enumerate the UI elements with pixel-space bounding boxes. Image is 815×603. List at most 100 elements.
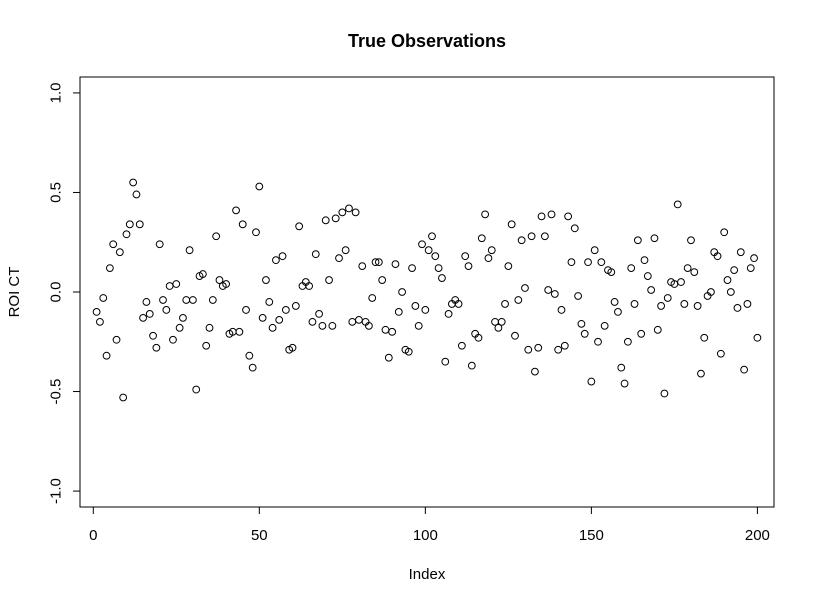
data-point — [620, 379, 629, 388]
x-tick-label: 50 — [251, 527, 268, 544]
data-point — [746, 264, 755, 273]
data-point — [647, 286, 656, 294]
data-point — [125, 220, 134, 229]
data-point — [640, 256, 649, 265]
data-point — [637, 329, 646, 338]
data-point — [202, 341, 211, 350]
data-point — [683, 264, 692, 273]
data-point — [149, 331, 157, 340]
data-point — [557, 306, 566, 314]
data-point — [404, 347, 413, 356]
data-point — [242, 306, 250, 314]
data-point — [384, 353, 393, 362]
data-point — [736, 248, 745, 257]
y-tick-label: 0.0 — [48, 282, 65, 303]
data-point — [697, 369, 705, 378]
data-point — [281, 306, 290, 314]
data-point — [567, 258, 576, 267]
data-point — [165, 282, 174, 290]
x-tick-label: 0 — [89, 527, 97, 544]
chart-title: True Observations — [348, 31, 506, 51]
data-point — [623, 337, 632, 346]
data-point — [690, 268, 699, 276]
data-point — [159, 296, 167, 304]
data-point — [617, 363, 626, 372]
data-point — [105, 264, 114, 273]
y-tick-label: 0.5 — [48, 182, 65, 203]
data-point — [540, 232, 549, 241]
data-point — [129, 178, 138, 187]
data-point — [222, 280, 231, 288]
data-point — [272, 256, 280, 265]
data-point — [650, 234, 659, 243]
data-point — [338, 208, 347, 217]
data-point — [185, 246, 194, 255]
data-point — [188, 296, 197, 304]
data-point — [673, 200, 682, 209]
data-point — [371, 258, 380, 267]
data-point — [262, 276, 270, 284]
data-point — [252, 228, 260, 237]
data-point — [311, 250, 320, 259]
data-point — [238, 220, 247, 229]
data-point — [235, 327, 244, 336]
data-point — [139, 313, 147, 322]
data-point — [610, 298, 619, 306]
y-axis-title: ROI CT — [6, 267, 23, 318]
data-point — [753, 333, 762, 342]
data-point — [331, 214, 340, 223]
data-point — [527, 232, 536, 241]
data-point — [388, 327, 397, 336]
data-point — [564, 212, 573, 221]
data-point — [325, 276, 333, 284]
data-point — [348, 317, 357, 326]
data-point — [474, 333, 483, 342]
data-point — [580, 329, 589, 338]
data-point — [288, 343, 297, 352]
y-axis: -1.0 -0.5 0.0 0.5 1.0 — [48, 82, 81, 504]
data-point — [660, 389, 669, 398]
data-point — [630, 300, 639, 308]
data-point — [102, 351, 111, 360]
data-point — [248, 363, 257, 372]
data-point — [418, 240, 426, 249]
data-point — [554, 345, 563, 354]
data-point — [584, 258, 592, 267]
data-point — [135, 220, 144, 229]
data-point — [454, 300, 463, 308]
data-point — [374, 258, 383, 267]
data-point — [607, 268, 616, 276]
data-point — [600, 321, 609, 330]
data-point — [172, 280, 181, 288]
data-point — [521, 284, 529, 292]
data-point — [653, 325, 662, 334]
data-point — [700, 333, 709, 342]
data-point — [504, 262, 513, 271]
data-point — [544, 286, 553, 294]
data-point — [570, 224, 579, 233]
data-point — [162, 306, 171, 314]
data-point — [291, 302, 300, 310]
data-point — [444, 309, 453, 318]
data-point — [255, 182, 264, 191]
data-point — [511, 331, 519, 340]
data-point — [245, 351, 254, 360]
data-point — [733, 304, 742, 312]
data-point — [345, 204, 353, 213]
data-point — [258, 313, 267, 322]
data-point — [265, 298, 274, 306]
data-points — [92, 178, 762, 402]
data-point — [574, 292, 582, 300]
data-point — [713, 252, 722, 261]
data-point — [693, 302, 702, 310]
data-point — [215, 276, 224, 284]
data-point — [514, 296, 523, 304]
data-point — [394, 308, 403, 316]
data-point — [550, 290, 559, 298]
data-point — [92, 308, 101, 316]
data-point — [368, 294, 377, 302]
data-point — [431, 252, 440, 261]
data-point — [633, 236, 642, 245]
data-point — [169, 335, 177, 344]
x-tick-label: 150 — [579, 527, 604, 544]
